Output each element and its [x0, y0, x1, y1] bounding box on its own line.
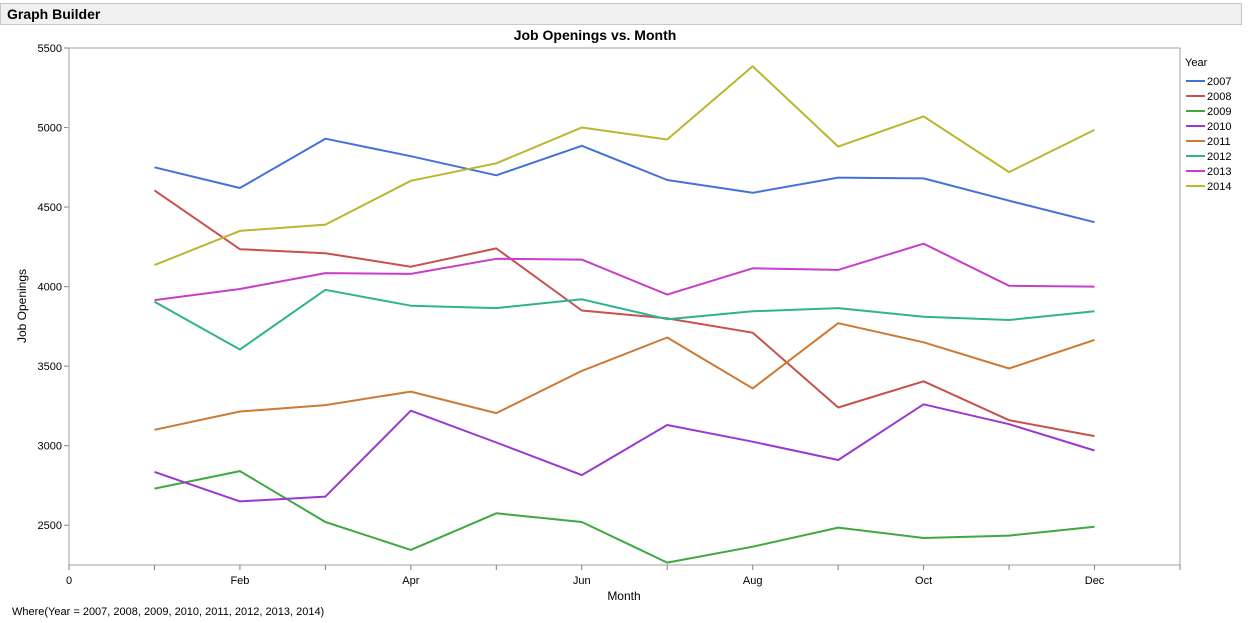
series-line-2014 — [154, 65, 1095, 267]
y-axis: 2500 3000 3500 4000 4500 5000 5500 — [38, 43, 69, 532]
y-tick-label: 4500 — [38, 202, 62, 214]
x-tick-label: Jun — [573, 575, 591, 587]
series-line-2013 — [154, 242, 1095, 302]
legend: Year 2007 2008 2009 2010 2011 2012 2013 2014 — [1185, 57, 1231, 193]
x-tick-label: Oct — [915, 575, 932, 587]
legend-label-2011: 2011 — [1207, 136, 1231, 148]
x-tick-label: 0 — [66, 575, 72, 587]
x-tick-label: Feb — [230, 575, 249, 587]
y-tick-label: 3500 — [38, 361, 62, 373]
x-tick-label: Dec — [1085, 575, 1105, 587]
window-title: Graph Builder — [7, 6, 101, 22]
chart-title: Job Openings vs. Month — [513, 27, 677, 43]
legend-label-2009: 2009 — [1207, 106, 1231, 118]
y-tick-label: 5500 — [38, 43, 62, 55]
series-lines — [153, 65, 1095, 564]
series-line-2007 — [154, 137, 1095, 224]
series-line-2008 — [153, 189, 1095, 438]
x-tick-label: Apr — [402, 575, 419, 587]
y-tick-label: 4000 — [38, 282, 62, 294]
y-tick-label: 2500 — [38, 520, 62, 532]
series-line-2011 — [154, 322, 1095, 431]
window-titlebar: Graph Builder — [0, 3, 1242, 25]
legend-title: Year — [1185, 57, 1208, 69]
legend-label-2008: 2008 — [1207, 91, 1231, 103]
legend-label-2014: 2014 — [1207, 181, 1231, 193]
legend-label-2007: 2007 — [1207, 76, 1231, 88]
plot-frame — [68, 47, 1181, 566]
x-axis: 0 Feb Apr Jun Aug Oct Dec — [66, 565, 1181, 587]
where-clause: Where(Year = 2007, 2008, 2009, 2010, 201… — [12, 606, 325, 618]
legend-label-2013: 2013 — [1207, 166, 1231, 178]
x-tick-label: Aug — [743, 575, 763, 587]
plot-area-border — [68, 47, 1181, 566]
series-line-2012 — [154, 288, 1095, 351]
legend-label-2012: 2012 — [1207, 151, 1231, 163]
y-tick-label: 5000 — [38, 123, 62, 135]
legend-label-2010: 2010 — [1207, 121, 1231, 133]
x-axis-title: Month — [607, 589, 640, 603]
series-line-2009 — [154, 470, 1095, 564]
y-axis-title: Job Openings — [15, 269, 29, 343]
y-tick-label: 3000 — [38, 441, 62, 453]
series-line-2010 — [154, 403, 1095, 503]
